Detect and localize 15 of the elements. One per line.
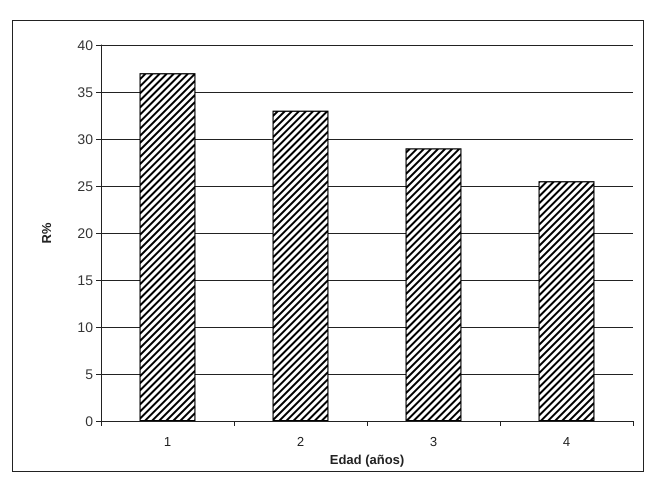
- y-tick-label: 40: [77, 37, 94, 53]
- y-tick-label: 35: [77, 84, 94, 100]
- y-tick-label: 0: [85, 413, 94, 429]
- x-axis-title: Edad (años): [330, 452, 404, 467]
- x-tick-label: 1: [164, 434, 172, 449]
- y-tick-label: 30: [77, 131, 94, 147]
- x-tick-label: 3: [430, 434, 438, 449]
- y-tick-label: 10: [77, 319, 94, 335]
- y-tick-label: 25: [77, 178, 94, 194]
- y-tick-label: 5: [85, 366, 94, 382]
- x-tick-label: 4: [562, 434, 570, 449]
- x-tick-label: 2: [296, 434, 304, 449]
- y-axis-title: R%: [39, 222, 54, 244]
- y-tick-label: 15: [77, 272, 94, 288]
- y-tick-label: 20: [77, 225, 94, 241]
